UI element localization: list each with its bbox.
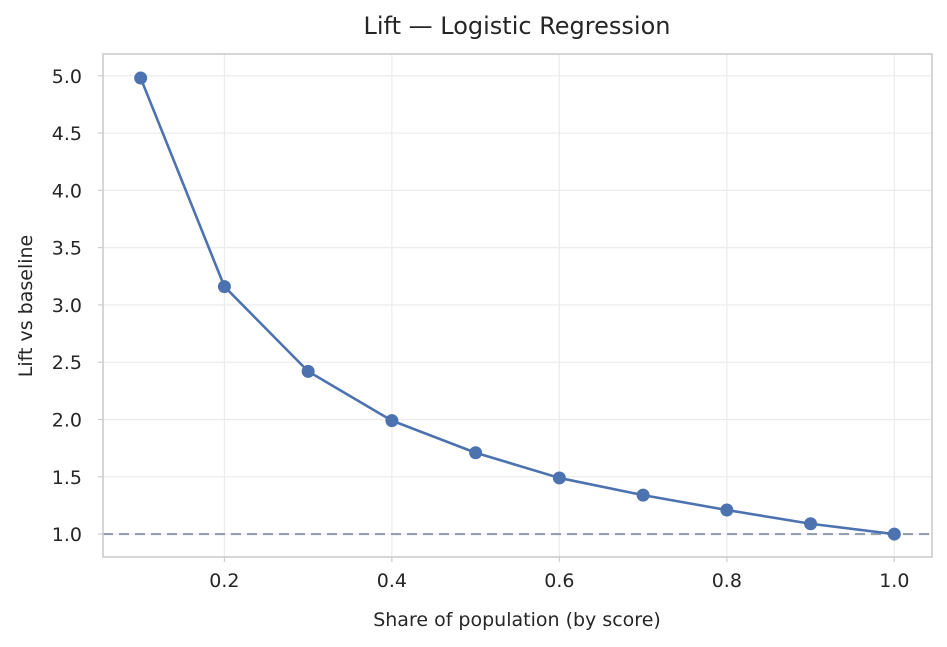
x-tick-label: 0.2 xyxy=(209,570,239,592)
data-point xyxy=(301,364,315,378)
x-tick-label: 0.8 xyxy=(712,570,742,592)
grid-lines xyxy=(103,54,932,557)
y-tick-label: 3.0 xyxy=(52,295,82,317)
y-axis-label: Lift vs baseline xyxy=(15,235,37,377)
data-point xyxy=(636,488,650,502)
data-point xyxy=(217,280,231,294)
y-tick-label: 3.5 xyxy=(52,238,82,260)
data-point xyxy=(887,527,901,541)
y-tick-label: 5.0 xyxy=(52,66,82,88)
x-axis-label: Share of population (by score) xyxy=(373,609,661,631)
axis-ticks: 0.2 0.4 0.6 0.8 1.0 1.0 1.5 2.0 2.5 3.0 3.5 4.0 4.5 5… xyxy=(52,66,910,592)
data-point xyxy=(469,446,483,460)
data-point xyxy=(385,414,399,428)
y-tick-label: 1.5 xyxy=(52,467,82,489)
data-point xyxy=(134,71,148,85)
x-tick-label: 0.6 xyxy=(544,570,574,592)
data-point xyxy=(552,471,566,485)
y-tick-label: 2.5 xyxy=(52,352,82,374)
y-tick-label: 1.0 xyxy=(52,524,82,546)
chart-title: Lift — Logistic Regression xyxy=(364,12,671,40)
x-tick-label: 0.4 xyxy=(377,570,407,592)
series-layer xyxy=(134,71,901,541)
data-point xyxy=(720,503,734,517)
y-tick-label: 4.0 xyxy=(52,180,82,202)
y-tick-label: 2.0 xyxy=(52,410,82,432)
y-tick-label: 4.5 xyxy=(52,123,82,145)
x-tick-label: 1.0 xyxy=(879,570,909,592)
series-line xyxy=(139,76,896,536)
data-point xyxy=(804,517,818,531)
